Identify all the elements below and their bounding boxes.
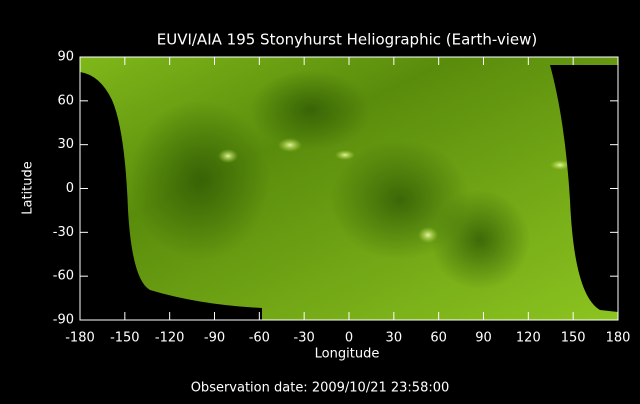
x-tick-label: -60 (249, 331, 270, 346)
bright-region (550, 160, 570, 170)
x-tick-label: -120 (155, 331, 185, 346)
x-tick-label: 150 (561, 331, 586, 346)
chart-title: EUVI/AIA 195 Stonyhurst Heliographic (Ea… (157, 31, 538, 49)
x-tick-label: -180 (65, 331, 95, 346)
y-tick-label: 0 (66, 181, 74, 196)
x-tick-label: 60 (430, 331, 447, 346)
dark-region (130, 100, 270, 260)
bright-region (278, 138, 302, 152)
x-tick-label: 0 (345, 331, 353, 346)
dark-region (250, 70, 370, 150)
x-axis-label: Longitude (315, 347, 380, 362)
no-data-left (80, 57, 262, 320)
solar-map (80, 57, 618, 320)
y-tick-label: 60 (57, 93, 74, 108)
bright-region (335, 150, 355, 160)
no-data-right (80, 57, 618, 312)
bright-region (218, 149, 238, 163)
footer: Observation date: 2009/10/21 23:58:00 (191, 381, 450, 396)
y-tick-label: -30 (53, 225, 74, 240)
dark-region (430, 190, 530, 290)
y-tick-label: 90 (57, 50, 74, 65)
y-tick-label: -60 (53, 269, 74, 284)
y-tick-label: -90 (53, 313, 74, 328)
y-tick-label: 30 (57, 137, 74, 152)
x-tick-label: -150 (110, 331, 140, 346)
x-tick-label: 180 (606, 331, 631, 346)
bright-region (418, 227, 438, 243)
x-tick-label: 30 (386, 331, 403, 346)
x-tick-label: 120 (516, 331, 541, 346)
y-axis-label: Latitude (21, 161, 36, 215)
x-tick-label: 90 (475, 331, 492, 346)
x-tick-label: -30 (294, 331, 315, 346)
x-tick-label: -90 (204, 331, 225, 346)
